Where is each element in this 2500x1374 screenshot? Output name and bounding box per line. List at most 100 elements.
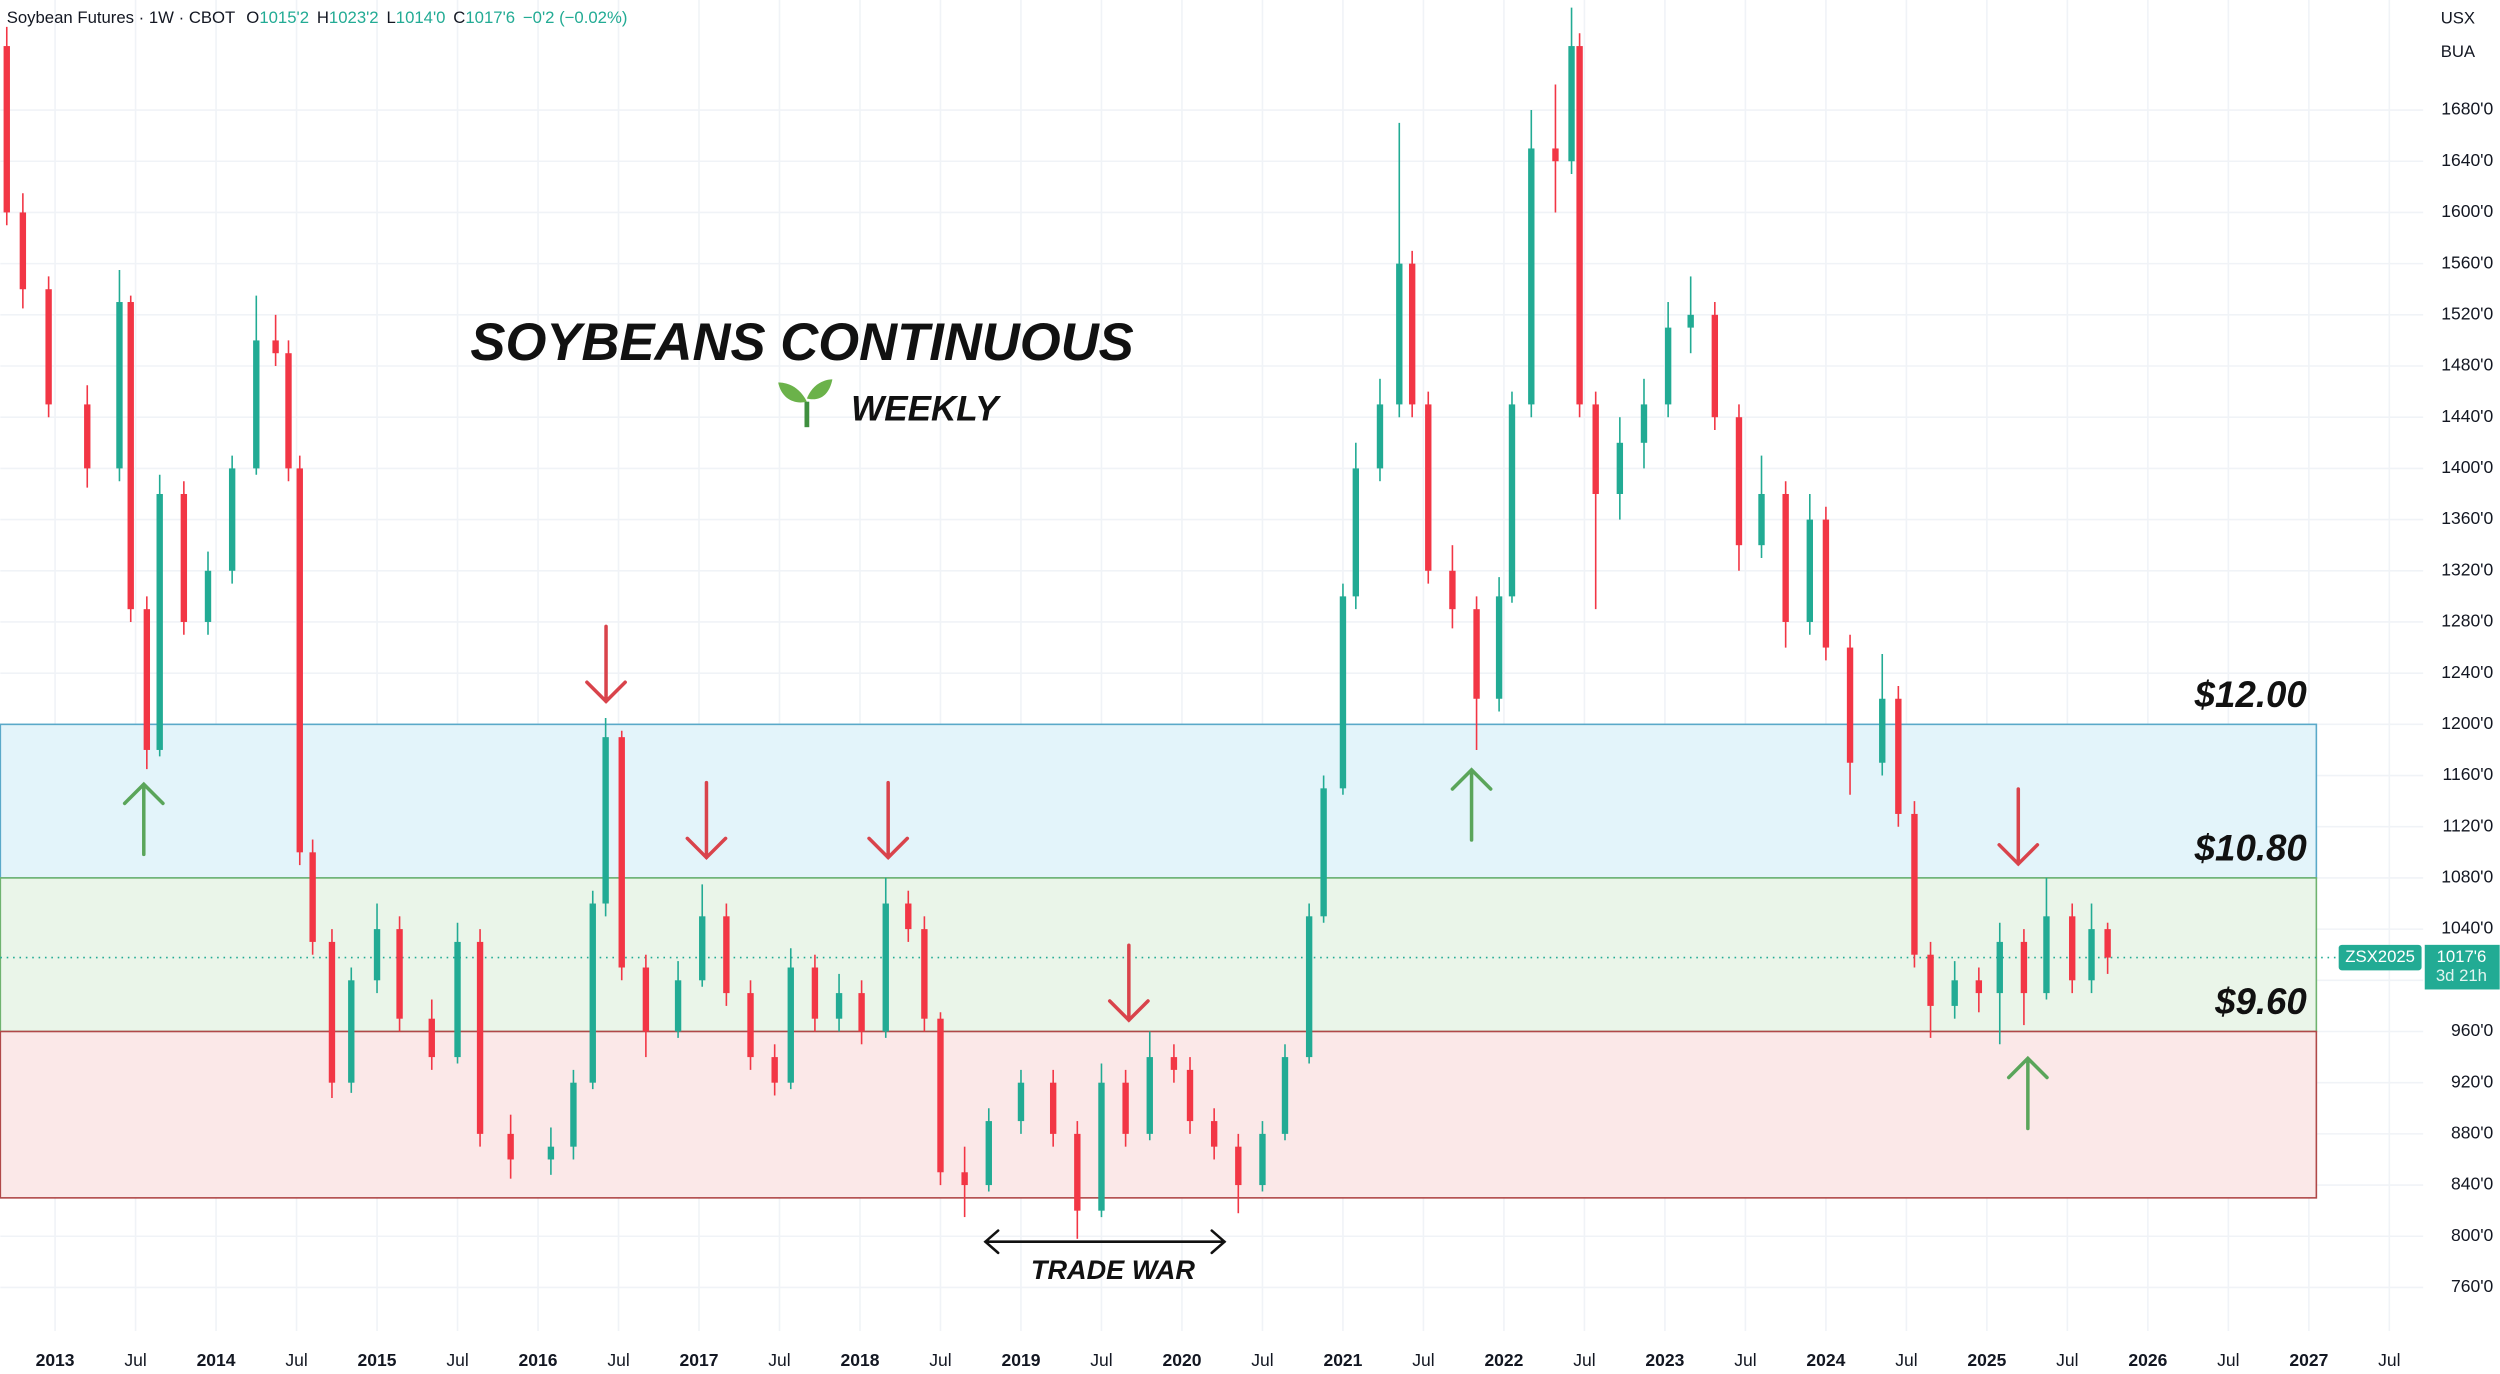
down-arrow [685,780,728,861]
x-tick-label: 2023 [1645,1350,1684,1370]
ohlc-key: H [317,9,329,28]
candle-body [747,993,754,1058]
y-tick-label: 1120'0 [2443,815,2494,835]
candle-body [1074,1133,1081,1211]
y-tick-label: 1400'0 [2441,457,2493,477]
x-tick-label: Jul [1412,1350,1434,1370]
candle-body [1664,327,1672,405]
y-tick-label: 1640'0 [2441,150,2493,170]
candle-body [1473,609,1480,699]
candle-body [328,941,336,1083]
y-tick-label: 1360'0 [2441,508,2493,528]
candle-body [771,1057,778,1083]
candle-body [1822,519,1830,648]
x-tick-label: Jul [929,1350,951,1370]
y-tick-label: 1240'0 [2441,662,2493,682]
candle-body [1352,468,1360,597]
currency: USX [2441,9,2475,28]
arrows [122,624,2049,1255]
up-arrow [2006,1055,2049,1131]
candle-body [589,903,596,1083]
up-arrow [122,781,165,857]
candle-body [570,1082,577,1147]
x-tick-label: Jul [2217,1350,2239,1370]
candle-body [507,1133,514,1160]
y-tick-label: 1160'0 [2443,764,2494,784]
candle-body [858,993,865,1032]
candle-body [602,737,609,904]
x-tick-label: 2027 [2289,1350,2328,1370]
candle-body [1281,1057,1289,1134]
candle-body [1552,148,1559,162]
y-tick-label: 1520'0 [2441,303,2493,323]
candle-body [1320,788,1327,917]
x-tick-label: Jul [1251,1350,1273,1370]
candle-body [127,302,134,610]
candle-body [1576,46,1583,405]
x-tick-label: Jul [1090,1350,1112,1370]
candle-body [1528,148,1535,405]
candle-body [1305,916,1313,1058]
x-tick-label: 2025 [1967,1350,2006,1370]
down-arrow [1107,943,1150,1023]
y-tick-label: 1080'0 [2441,867,2493,887]
candle-body [642,967,650,1032]
x-tick-label: 2013 [36,1350,75,1370]
candle-body [1616,442,1624,494]
candle-body [116,302,123,469]
candle-body [674,980,682,1032]
y-tick-label: 1040'0 [2441,918,2493,938]
candle-body [547,1146,555,1160]
x-tick-label: 2018 [841,1350,880,1370]
symbol-label: ZSX2025 [2345,947,2415,966]
candle-body [1495,596,1503,699]
candle-body [228,468,236,571]
candle-body [2069,916,2076,981]
candle-body [373,929,381,981]
candle-body [905,903,912,930]
candle-body [19,212,27,290]
x-tick-label: Jul [446,1350,468,1370]
candle-body [1735,417,1743,546]
candle-body [45,289,52,405]
candle-body [454,941,461,1058]
candle-body [180,493,188,622]
y-tick-label: 840'0 [2451,1174,2494,1194]
candle-body [3,46,10,213]
down-arrow [585,624,627,704]
price-zone [0,877,2318,1033]
candle-body [1879,698,1886,763]
candle-body [811,967,819,1019]
x-tick-label: 2026 [2128,1350,2167,1370]
candle-body [1235,1146,1242,1186]
x-tick-label: 2019 [1001,1350,1040,1370]
candle-body [428,1018,435,1058]
x-tick-label: 2020 [1162,1350,1201,1370]
candle-body [156,493,163,750]
y-tick-label: 880'0 [2451,1123,2494,1143]
x-tick-label: 2022 [1484,1350,1523,1370]
candle-body [309,852,316,942]
candle-body [1640,404,1648,443]
candle-body [1568,46,1575,162]
price-zone [0,723,2318,879]
price-box [2424,944,2500,990]
ohlc-key: C [453,9,465,28]
candle-body [882,903,889,1032]
x-tick-label: 2024 [1806,1350,1845,1370]
badge: BUA [2441,42,2476,61]
ohlc-value: 1017'6 [465,9,515,28]
x-tick-label: Jul [2056,1350,2078,1370]
candle-body [1895,698,1902,814]
down-arrow [1997,787,2040,867]
candle-body [1425,404,1432,571]
ohlc-value: 1023'2 [329,9,379,28]
candle-body [296,468,303,853]
candle-body [1170,1057,1178,1070]
candle-body [1017,1082,1025,1122]
candle-body [84,404,91,469]
y-tick-label: 1320'0 [2441,559,2493,579]
x-tick-label: 2014 [197,1350,236,1370]
